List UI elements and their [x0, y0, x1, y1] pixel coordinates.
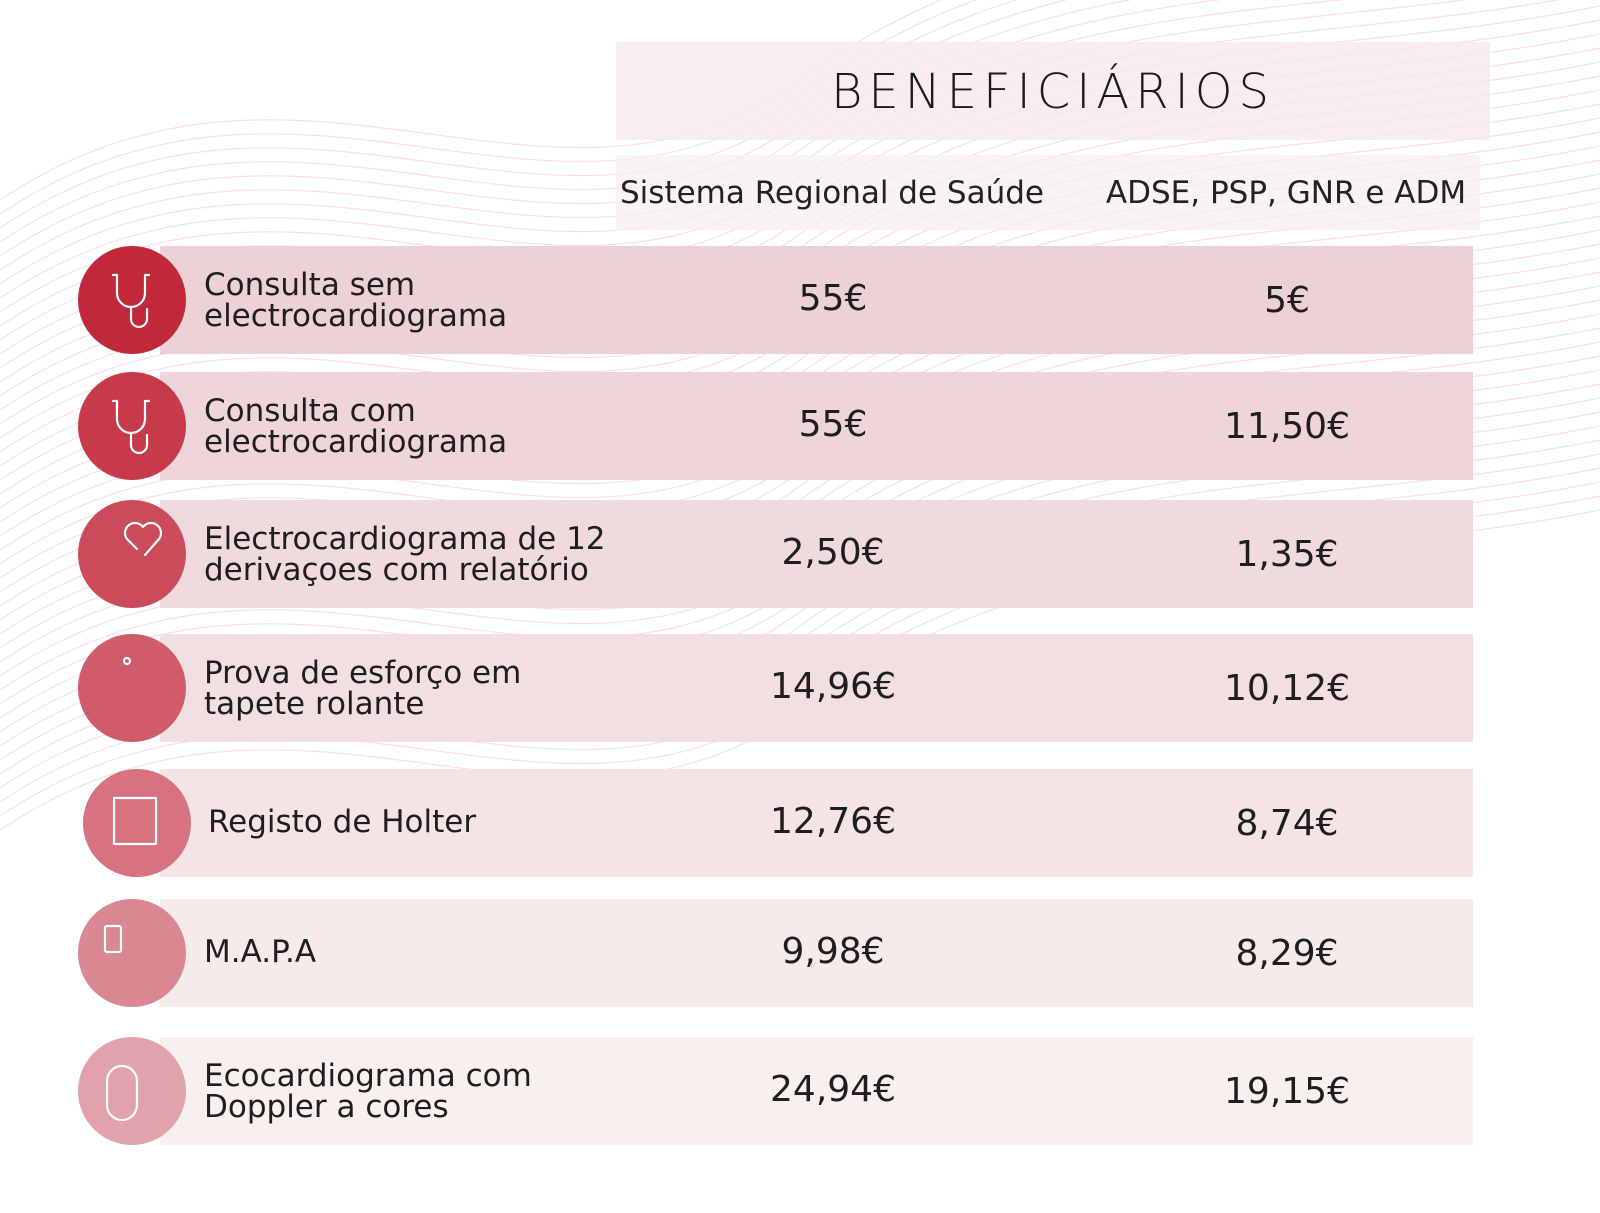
table-row [160, 372, 1473, 480]
service-label-line1: M.A.P.A [204, 934, 317, 970]
table-row [160, 246, 1473, 354]
service-label-line2: tapete rolante [204, 686, 425, 722]
service-label: Registo de Holter [208, 807, 476, 838]
doppler-echo-icon [78, 1037, 186, 1145]
column-header-adse: ADSE, PSP, GNR e ADM [1105, 175, 1467, 211]
price-adse: 8,74€ [1235, 803, 1339, 844]
service-label-line2: electrocardiograma [204, 424, 508, 460]
service-label-line1: Prova de esforço em [204, 655, 522, 691]
price-srs: 14,96€ [770, 666, 896, 707]
service-label-line2: Doppler a cores [204, 1089, 449, 1125]
service-label: Ecocardiograma com Doppler a cores [204, 1061, 532, 1123]
service-label: Consulta sem electrocardiograma [204, 270, 507, 332]
table-row [160, 1037, 1473, 1145]
price-srs: 2,50€ [781, 532, 885, 573]
price-adse: 19,15€ [1224, 1071, 1350, 1112]
price-adse: 11,50€ [1224, 406, 1350, 447]
treadmill-icon [78, 634, 186, 742]
service-label-line1: Consulta sem [204, 267, 416, 303]
service-label-line2: electrocardiograma [204, 298, 508, 334]
table-row [160, 769, 1473, 877]
service-label: Consulta com electrocardiograma [204, 396, 507, 458]
column-header-srs: Sistema Regional de Saúde [620, 175, 1044, 211]
column-headers: Sistema Regional de Saúde ADSE, PSP, GNR… [616, 155, 1480, 230]
price-adse: 5€ [1264, 280, 1310, 321]
service-label: Prova de esforço em tapete rolante [204, 658, 521, 720]
service-label-line2: derivaçoes com relatório [204, 552, 589, 588]
price-srs: 24,94€ [770, 1069, 896, 1110]
price-srs: 55€ [798, 404, 868, 445]
service-label-line1: Ecocardiograma com [204, 1058, 532, 1094]
page-title: BENEFICIÁRIOS [830, 64, 1276, 120]
stethoscope-icon [78, 246, 186, 354]
price-adse: 8,29€ [1235, 933, 1339, 974]
holter-monitor-icon [83, 769, 191, 877]
service-label: Electrocardiograma de 12 derivaçoes com … [204, 524, 606, 586]
price-srs: 55€ [798, 278, 868, 319]
price-adse: 1,35€ [1235, 534, 1339, 575]
price-srs: 9,98€ [781, 931, 885, 972]
blood-pressure-monitor-icon [78, 899, 186, 1007]
service-label: M.A.P.A [204, 937, 316, 968]
table-row [160, 500, 1473, 608]
service-label-line1: Registo de Holter [208, 804, 477, 840]
beneficiaries-header: BENEFICIÁRIOS [616, 42, 1490, 140]
table-row [160, 899, 1473, 1007]
stethoscope-icon [78, 372, 186, 480]
service-label-line1: Consulta com [204, 393, 416, 429]
table-row [160, 634, 1473, 742]
price-adse: 10,12€ [1224, 668, 1350, 709]
ecg-monitor-heart-icon [78, 500, 186, 608]
service-label-line1: Electrocardiograma de 12 [204, 521, 606, 557]
price-srs: 12,76€ [770, 801, 896, 842]
